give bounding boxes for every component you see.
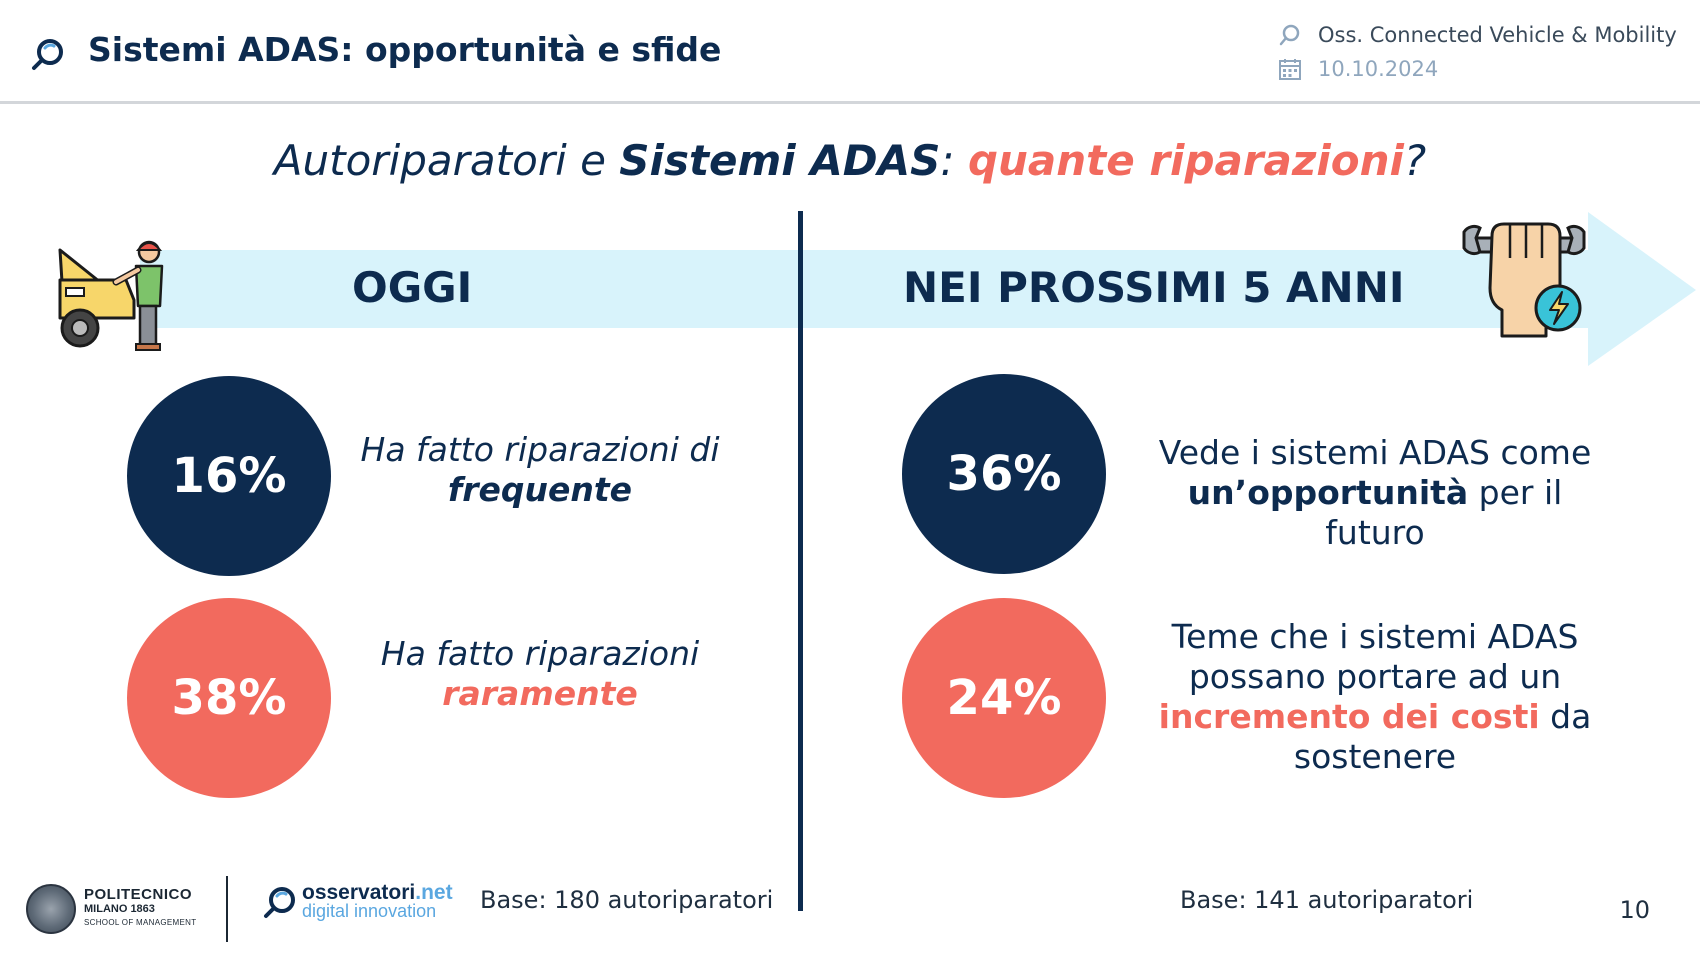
stat-circle-frequent: 16% bbox=[127, 376, 331, 576]
observatory-label: Oss. Connected Vehicle & Mobility bbox=[1278, 21, 1677, 49]
future-label: NEI PROSSIMI 5 ANNI bbox=[903, 263, 1405, 312]
today-label: OGGI bbox=[352, 263, 473, 312]
stat-text-costs: Teme che i sistemi ADAS possano portare … bbox=[1158, 617, 1592, 776]
page-number: 10 bbox=[1619, 896, 1650, 924]
search-logo-icon bbox=[1279, 24, 1300, 46]
osservatori-logo-icon bbox=[32, 39, 63, 70]
observatory-name: Oss. Connected Vehicle & Mobility bbox=[1318, 23, 1677, 47]
section-divider bbox=[798, 211, 803, 911]
presentation-date: 10.10.2024 bbox=[1318, 57, 1439, 81]
stat-text-frequent: Ha fatto riparazioni di frequente bbox=[360, 430, 720, 509]
base-future: Base: 141 autoriparatori bbox=[1180, 886, 1474, 914]
stat-text-opportunity: Vede i sistemi ADAS come un’opportunità … bbox=[1158, 433, 1592, 552]
stat-circle-opportunity: 36% bbox=[902, 374, 1106, 574]
base-today: Base: 180 autoriparatori bbox=[480, 886, 774, 914]
mechanic-car-icon bbox=[58, 240, 164, 351]
calendar-icon bbox=[1279, 59, 1301, 80]
date-label: 10.10.2024 bbox=[1278, 55, 1438, 83]
page-title: Sistemi ADAS: opportunità e sfide bbox=[88, 30, 722, 69]
osservatori-logo: osservatori.net digital innovation bbox=[262, 882, 453, 920]
politecnico-seal-icon bbox=[26, 884, 76, 934]
slide-subtitle: Autoriparatori e Sistemi ADAS: quante ri… bbox=[273, 136, 1427, 185]
stat-circle-rarely: 38% bbox=[127, 598, 331, 798]
footer-separator bbox=[226, 876, 228, 942]
header: Sistemi ADAS: opportunità e sfide Oss. C… bbox=[0, 0, 1700, 104]
stat-circle-costs: 24% bbox=[902, 598, 1106, 798]
stat-text-rarely: Ha fatto riparazioni raramente bbox=[380, 634, 700, 713]
timeline-arrow bbox=[140, 212, 1696, 366]
politecnico-logo: POLITECNICO MILANO 1863 SCHOOL OF MANAGE… bbox=[26, 884, 196, 934]
osservatori-search-icon bbox=[264, 887, 295, 918]
fist-wrench-bolt-icon bbox=[1462, 222, 1586, 338]
